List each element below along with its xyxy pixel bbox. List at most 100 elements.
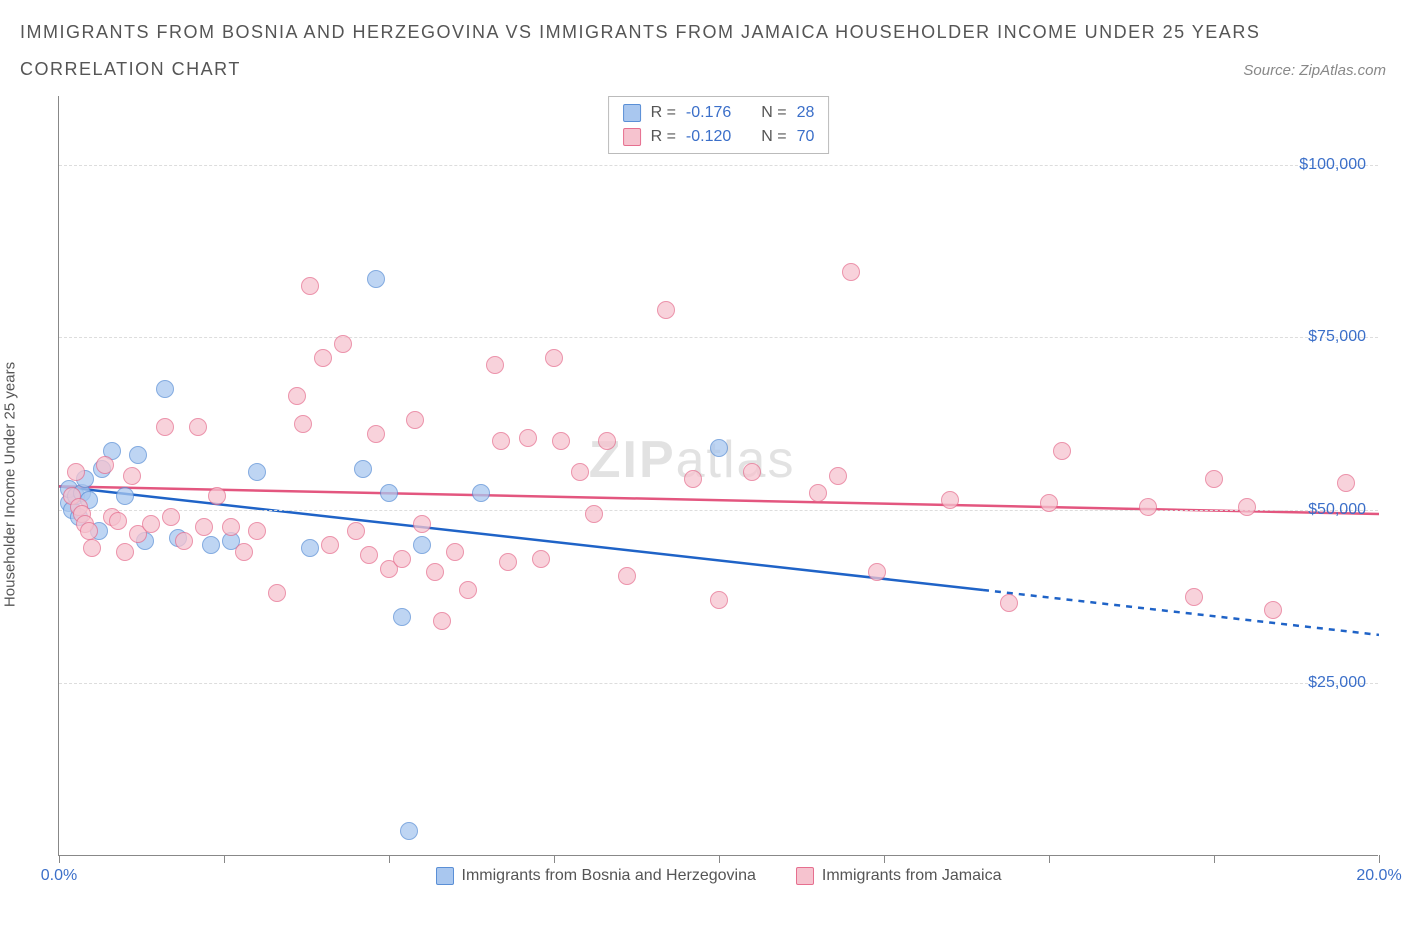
- scatter-point-jamaica: [499, 553, 517, 571]
- legend-swatch-bosnia: [436, 867, 454, 885]
- scatter-point-jamaica: [743, 463, 761, 481]
- scatter-point-bosnia: [710, 439, 728, 457]
- scatter-point-jamaica: [142, 515, 160, 533]
- scatter-point-bosnia: [202, 536, 220, 554]
- scatter-point-bosnia: [354, 460, 372, 478]
- n-value: 70: [797, 125, 815, 149]
- scatter-point-jamaica: [314, 349, 332, 367]
- scatter-point-jamaica: [1139, 498, 1157, 516]
- y-tick-label: $25,000: [1308, 674, 1366, 692]
- scatter-point-jamaica: [116, 543, 134, 561]
- scatter-point-bosnia: [156, 380, 174, 398]
- scatter-point-bosnia: [301, 539, 319, 557]
- scatter-point-jamaica: [96, 456, 114, 474]
- scatter-point-bosnia: [129, 446, 147, 464]
- stats-row-jamaica: R = -0.120 N = 70: [623, 125, 815, 149]
- n-label: N =: [761, 101, 786, 125]
- source-attribution: Source: ZipAtlas.com: [1243, 62, 1386, 79]
- x-tick: [389, 855, 390, 863]
- scatter-point-jamaica: [842, 263, 860, 281]
- scatter-point-bosnia: [413, 536, 431, 554]
- x-tick: [1214, 855, 1215, 863]
- scatter-point-bosnia: [116, 487, 134, 505]
- scatter-point-jamaica: [1040, 494, 1058, 512]
- n-value: 28: [797, 101, 815, 125]
- scatter-point-jamaica: [1205, 470, 1223, 488]
- scatter-point-jamaica: [459, 581, 477, 599]
- trend-line-bosnia: [59, 486, 983, 590]
- scatter-point-jamaica: [67, 463, 85, 481]
- chart-subtitle: CORRELATION CHART: [20, 55, 241, 84]
- scatter-point-jamaica: [598, 432, 616, 450]
- scatter-point-jamaica: [433, 612, 451, 630]
- scatter-point-jamaica: [519, 429, 537, 447]
- y-tick-label: $50,000: [1308, 501, 1366, 519]
- scatter-point-jamaica: [175, 532, 193, 550]
- scatter-point-jamaica: [1337, 474, 1355, 492]
- y-tick-label: $100,000: [1299, 156, 1366, 174]
- x-tick: [719, 855, 720, 863]
- scatter-point-jamaica: [393, 550, 411, 568]
- scatter-point-jamaica: [492, 432, 510, 450]
- legend-swatch-jamaica: [796, 867, 814, 885]
- scatter-point-jamaica: [83, 539, 101, 557]
- x-tick-label: 0.0%: [41, 867, 77, 885]
- scatter-point-jamaica: [868, 563, 886, 581]
- x-tick: [884, 855, 885, 863]
- x-tick: [59, 855, 60, 863]
- legend-label: Immigrants from Jamaica: [822, 867, 1002, 885]
- scatter-point-jamaica: [248, 522, 266, 540]
- correlation-stats-box: R = -0.176 N = 28R = -0.120 N = 70: [608, 96, 830, 154]
- scatter-point-jamaica: [571, 463, 589, 481]
- chart-container: Householder Income Under 25 years ZIPatl…: [20, 96, 1386, 856]
- trend-line-dashed-bosnia: [983, 590, 1379, 635]
- scatter-point-jamaica: [552, 432, 570, 450]
- gridline: [59, 510, 1378, 511]
- swatch-bosnia: [623, 104, 641, 122]
- scatter-point-jamaica: [1185, 588, 1203, 606]
- x-tick-label: 20.0%: [1356, 867, 1401, 885]
- scatter-point-jamaica: [80, 522, 98, 540]
- scatter-point-jamaica: [829, 467, 847, 485]
- scatter-point-jamaica: [109, 512, 127, 530]
- scatter-point-jamaica: [208, 487, 226, 505]
- scatter-point-jamaica: [710, 591, 728, 609]
- scatter-point-jamaica: [195, 518, 213, 536]
- scatter-point-bosnia: [472, 484, 490, 502]
- scatter-point-jamaica: [486, 356, 504, 374]
- scatter-point-bosnia: [248, 463, 266, 481]
- r-value: -0.120: [686, 125, 731, 149]
- scatter-point-jamaica: [156, 418, 174, 436]
- x-tick: [1379, 855, 1380, 863]
- bottom-legend: Immigrants from Bosnia and Herzegovina Im…: [59, 867, 1378, 885]
- scatter-point-jamaica: [657, 301, 675, 319]
- plot-area: ZIPatlas R =-0.176N =28R =-0.120N =70 Im…: [58, 96, 1378, 856]
- scatter-point-jamaica: [413, 515, 431, 533]
- x-tick: [1049, 855, 1050, 863]
- scatter-point-jamaica: [189, 418, 207, 436]
- chart-title: IMMIGRANTS FROM BOSNIA AND HERZEGOVINA V…: [20, 18, 1386, 47]
- scatter-point-jamaica: [1238, 498, 1256, 516]
- scatter-point-jamaica: [941, 491, 959, 509]
- stats-row-bosnia: R =-0.176N =28: [623, 101, 815, 125]
- n-label: N =: [761, 125, 786, 149]
- legend-item-jamaica: Immigrants from Jamaica: [796, 867, 1002, 885]
- scatter-point-bosnia: [380, 484, 398, 502]
- scatter-point-jamaica: [288, 387, 306, 405]
- gridline: [59, 165, 1378, 166]
- scatter-point-jamaica: [301, 277, 319, 295]
- r-value: -0.176: [686, 101, 731, 125]
- x-tick: [554, 855, 555, 863]
- scatter-point-jamaica: [684, 470, 702, 488]
- scatter-point-jamaica: [222, 518, 240, 536]
- legend-label: Immigrants from Bosnia and Herzegovina: [462, 867, 756, 885]
- legend-item-bosnia: Immigrants from Bosnia and Herzegovina: [436, 867, 756, 885]
- swatch-jamaica: [623, 128, 641, 146]
- scatter-point-jamaica: [545, 349, 563, 367]
- scatter-point-jamaica: [334, 335, 352, 353]
- scatter-point-jamaica: [294, 415, 312, 433]
- scatter-point-bosnia: [393, 608, 411, 626]
- scatter-point-jamaica: [123, 467, 141, 485]
- r-label: R =: [651, 125, 676, 149]
- scatter-point-jamaica: [1053, 442, 1071, 460]
